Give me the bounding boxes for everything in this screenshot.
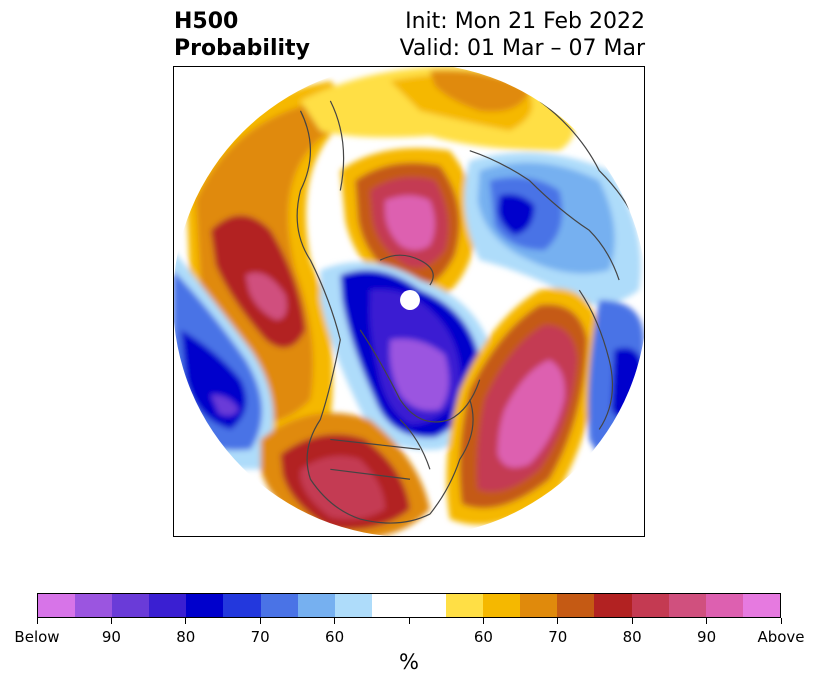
colorbar-segment	[297, 594, 335, 617]
colorbar-tick-label: 80	[176, 628, 196, 646]
colorbar-segment	[38, 594, 76, 617]
colorbar-segment	[75, 594, 113, 617]
colorbar-tick	[36, 618, 38, 624]
colorbar-tick-label: 70	[250, 628, 270, 646]
colorbar-segment	[149, 594, 187, 617]
colorbar-segment	[631, 594, 669, 617]
colorbar-tick-label: 60	[473, 628, 493, 646]
colorbar-tick	[482, 618, 484, 624]
colorbar-tick	[110, 618, 112, 624]
colorbar-segment	[334, 594, 372, 617]
colorbar-tick	[706, 618, 708, 624]
colorbar-segment	[186, 594, 224, 617]
colorbar-tick-label: 70	[548, 628, 568, 646]
colorbar-unit: %	[399, 650, 419, 674]
colorbar-segment	[223, 594, 261, 617]
title-quantity: Probability	[174, 36, 310, 61]
probability-map	[173, 66, 645, 537]
colorbar-tick	[259, 618, 261, 624]
colorbar-tick	[334, 618, 336, 624]
colorbar-tick	[408, 618, 410, 624]
colorbar-segment	[557, 594, 595, 617]
colorbar-segment	[260, 594, 298, 617]
colorbar-tick	[780, 618, 782, 624]
init-date: Init: Mon 21 Feb 2022	[405, 9, 645, 34]
colorbar-segment	[371, 594, 409, 617]
title-left: H500 Probability	[174, 8, 310, 62]
title-right: Init: Mon 21 Feb 2022 Valid: 01 Mar – 07…	[400, 8, 645, 62]
colorbar-tick	[631, 618, 633, 624]
colorbar-segment	[668, 594, 706, 617]
colorbar-tick-label: 60	[325, 628, 345, 646]
colorbar-segment	[483, 594, 521, 617]
colorbar-segment	[520, 594, 558, 617]
colorbar-segment	[742, 594, 780, 617]
colorbar-tick-label: 90	[101, 628, 121, 646]
colorbar-tick-label: Above	[757, 628, 805, 646]
colorbar-segment	[705, 594, 743, 617]
colorbar	[37, 593, 781, 618]
colorbar-tick-label: 90	[697, 628, 717, 646]
colorbar-tick	[557, 618, 559, 624]
map-canvas	[174, 67, 644, 536]
colorbar-segment	[446, 594, 484, 617]
colorbar-segment	[594, 594, 632, 617]
title-variable: H500	[174, 9, 239, 34]
colorbar-tick-label: 80	[622, 628, 642, 646]
colorbar-tick-label: Below	[14, 628, 60, 646]
colorbar-segment	[408, 594, 447, 617]
colorbar-segment	[112, 594, 150, 617]
valid-range: Valid: 01 Mar – 07 Mar	[399, 36, 645, 61]
colorbar-tick	[185, 618, 187, 624]
